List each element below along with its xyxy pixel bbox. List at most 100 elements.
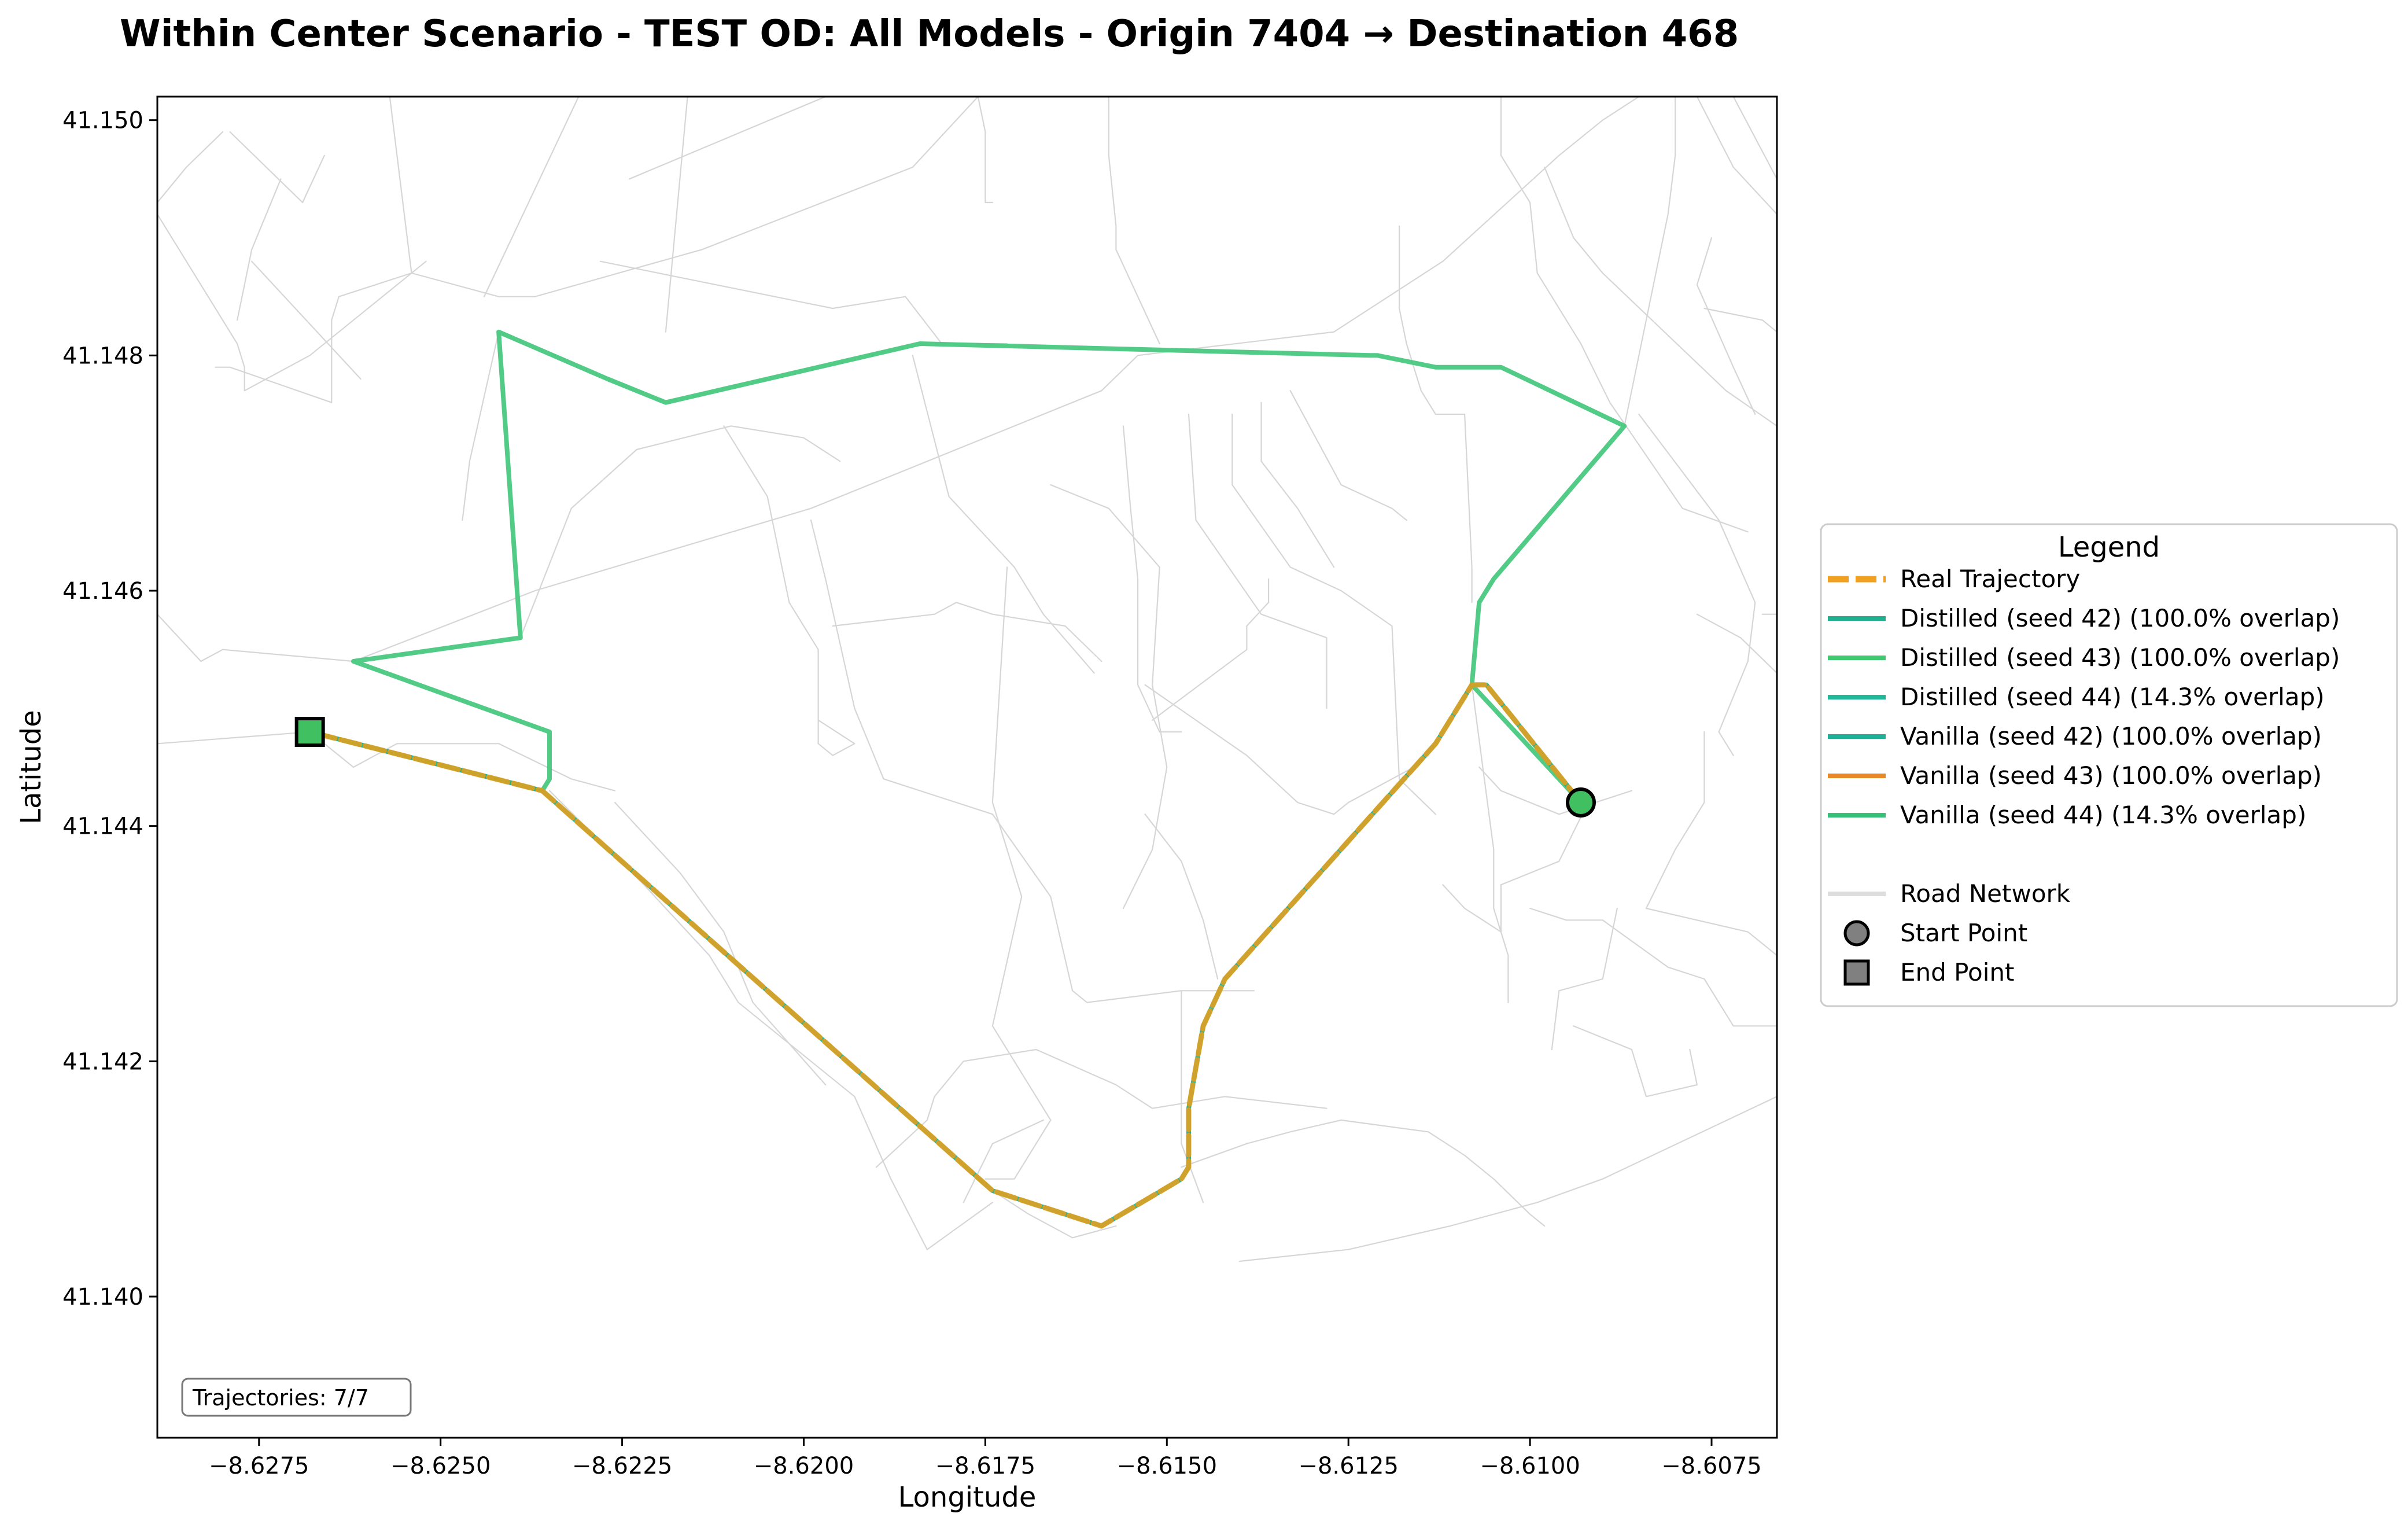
road-segment	[1289, 390, 1407, 521]
road-segment	[251, 260, 362, 380]
legend-entry-10: End Point	[1843, 958, 2014, 986]
legend-entry-3: Distilled (seed 44) (14.3% overlap)	[1828, 683, 2325, 711]
road-segment	[1696, 237, 1756, 415]
trajectory-count-text: Trajectories: 7/7	[192, 1385, 369, 1411]
road-segment	[1573, 1025, 1698, 1098]
road-segment	[1624, 97, 1676, 427]
legend-entry-1: Distilled (seed 42) (100.0% overlap)	[1828, 604, 2340, 632]
road-segment	[628, 97, 827, 180]
road-segment	[1144, 684, 1415, 815]
legend-entry-4: Vanilla (seed 42) (100.0% overlap)	[1828, 722, 2322, 750]
road-segment	[1260, 402, 1335, 568]
y-tick-label: 41.148	[62, 343, 143, 369]
legend-label: Vanilla (seed 43) (100.0% overlap)	[1900, 761, 2322, 790]
trajectory-count-annotation: Trajectories: 7/7	[181, 1378, 412, 1417]
legend-swatch	[1843, 920, 1870, 947]
x-tick-label: −8.6100	[1480, 1453, 1580, 1479]
road-segment	[1399, 225, 1473, 603]
road-segment	[1696, 613, 1777, 674]
road-segment	[237, 178, 282, 321]
road-segment	[1108, 97, 1160, 345]
road-segment	[1144, 813, 1219, 980]
legend-entry-5: Vanilla (seed 43) (100.0% overlap)	[1828, 761, 2322, 790]
road-segment	[991, 1190, 1117, 1239]
road-segment	[1238, 1096, 1777, 1262]
od-markers	[294, 717, 1596, 818]
x-tick-label: −8.6200	[754, 1453, 854, 1479]
series-line-0	[307, 329, 1627, 805]
road-segment	[157, 613, 355, 662]
road-segment	[462, 331, 500, 521]
road-segment	[229, 131, 325, 204]
legend: Legend Real Trajectory Distilled (seed 42…	[1820, 523, 2398, 1007]
y-axis-ticks: 41.140 41.142 41.144 41.146 41.148 41.150	[62, 108, 157, 1310]
legend-label: Vanilla (seed 44) (14.3% overlap)	[1900, 801, 2306, 829]
road-segment	[1122, 425, 1182, 733]
road-segment	[665, 97, 688, 333]
road-segment	[389, 97, 412, 274]
x-tick-label: −8.6275	[209, 1453, 309, 1479]
road-segment	[614, 801, 827, 1086]
road-segment	[519, 425, 841, 639]
road-segment	[1551, 907, 1618, 1051]
road-segment	[1645, 907, 1777, 956]
road-segment	[483, 97, 580, 297]
x-tick-label: −8.6075	[1661, 1453, 1761, 1479]
road-segment	[984, 566, 1052, 1180]
road-segment	[1152, 578, 1270, 721]
series-line-1	[307, 682, 1583, 1228]
road-network	[157, 97, 1777, 1262]
road-segment	[1638, 413, 1756, 756]
road-segment	[1181, 990, 1204, 1203]
road-segment	[157, 213, 427, 392]
trajectory-series	[307, 329, 1627, 1229]
road-segment	[1471, 684, 1509, 1003]
y-tick-label: 41.142	[62, 1048, 143, 1075]
road-segment	[1442, 801, 1589, 933]
start-point-marker	[1565, 787, 1596, 818]
legend-entry-9: Start Point	[1843, 919, 2027, 947]
road-segment	[548, 790, 994, 1250]
road-segment	[875, 1048, 1327, 1168]
road-segment	[1703, 307, 1777, 333]
legend-label: Distilled (seed 44) (14.3% overlap)	[1900, 683, 2325, 711]
road-segment	[1645, 731, 1705, 910]
road-segment	[832, 602, 1102, 662]
x-tick-label: −8.6150	[1117, 1453, 1217, 1479]
x-tick-label: −8.6175	[935, 1453, 1035, 1479]
road-segment	[1544, 166, 1777, 427]
y-tick-label: 41.140	[62, 1284, 143, 1310]
x-tick-label: −8.6250	[390, 1453, 491, 1479]
road-segment	[963, 1119, 1044, 1203]
legend-label: Distilled (seed 42) (100.0% overlap)	[1900, 604, 2340, 632]
road-segment	[1188, 413, 1327, 709]
x-tick-label: −8.6225	[572, 1453, 672, 1479]
road-segment	[1231, 413, 1436, 815]
legend-entry-0: Real Trajectory	[1828, 565, 2080, 593]
y-tick-label: 41.146	[62, 578, 143, 605]
legend-label: End Point	[1900, 958, 2014, 986]
chart-title: Within Center Scenario - TEST OD: All Mo…	[120, 13, 1739, 56]
y-tick-label: 41.150	[62, 108, 143, 134]
legend-entry-6: Vanilla (seed 44) (14.3% overlap)	[1828, 801, 2306, 829]
road-segment	[977, 97, 994, 204]
road-segment	[723, 425, 855, 756]
road-segment	[1696, 97, 1777, 215]
legend-entry-2: Distilled (seed 43) (100.0% overlap)	[1828, 643, 2340, 672]
road-segment	[1529, 907, 1777, 1027]
legend-label: Road Network	[1900, 879, 2071, 908]
legend-label: Start Point	[1900, 919, 2027, 947]
road-segment	[352, 97, 1640, 662]
road-segment	[912, 355, 1095, 674]
legend-box	[1820, 523, 2398, 1007]
road-segment	[1050, 484, 1168, 910]
road-segment	[1181, 1119, 1546, 1227]
road-segment	[1732, 97, 1777, 180]
road-segment	[810, 519, 1255, 1003]
road-segment	[599, 260, 1008, 345]
x-tick-label: −8.6125	[1298, 1453, 1398, 1479]
y-tick-label: 41.144	[62, 813, 143, 840]
road-segment	[1500, 97, 1749, 533]
legend-title: Legend	[2058, 531, 2160, 564]
